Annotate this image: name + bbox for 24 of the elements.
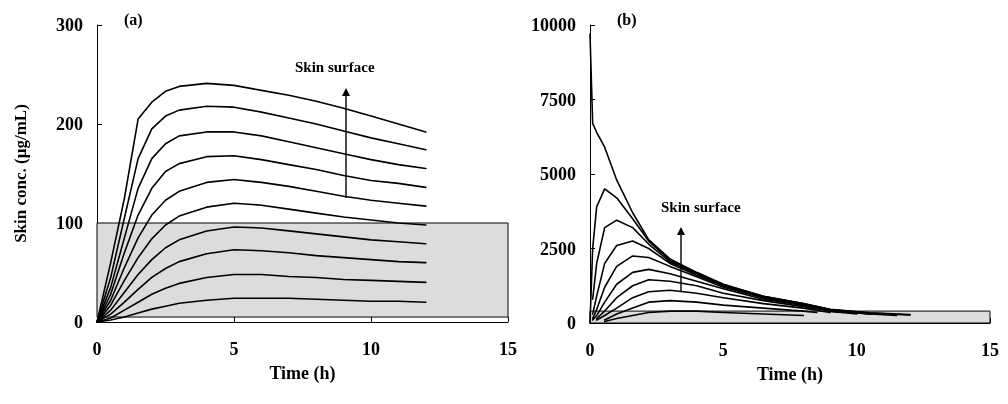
x-axis-title: Time (h) — [756, 364, 824, 385]
y-tick-label: 10000 — [531, 15, 576, 35]
chart-title: (a) — [124, 10, 143, 29]
x-axis-title: Time (h) — [269, 363, 336, 384]
x-tick-label: 0 — [92, 339, 102, 359]
y-tick-label: 0 — [74, 312, 83, 332]
annotation: Skin surface — [661, 199, 741, 216]
chart-title: (b) — [617, 10, 637, 29]
y-tick-label: 200 — [56, 114, 83, 134]
x-tick-label: 0 — [585, 340, 595, 360]
x-tick-label: 5 — [229, 339, 239, 359]
y-axis-title: Skin conc. (µg/mL) — [11, 104, 30, 243]
x-tick-label: 15 — [981, 340, 999, 360]
y-tick-label: 2500 — [540, 238, 576, 259]
x-tick-label: 10 — [847, 340, 866, 360]
x-tick-label: 15 — [499, 339, 517, 359]
y-tick-label: 300 — [56, 15, 83, 35]
y-tick-label: 5000 — [540, 164, 576, 184]
y-tick-label: 7500 — [540, 89, 576, 110]
x-tick-label: 10 — [362, 339, 380, 359]
x-tick-label: 5 — [718, 340, 728, 360]
y-tick-label: 100 — [56, 213, 83, 233]
annotation: Skin surface — [295, 59, 375, 76]
y-tick-label: 0 — [567, 313, 576, 333]
